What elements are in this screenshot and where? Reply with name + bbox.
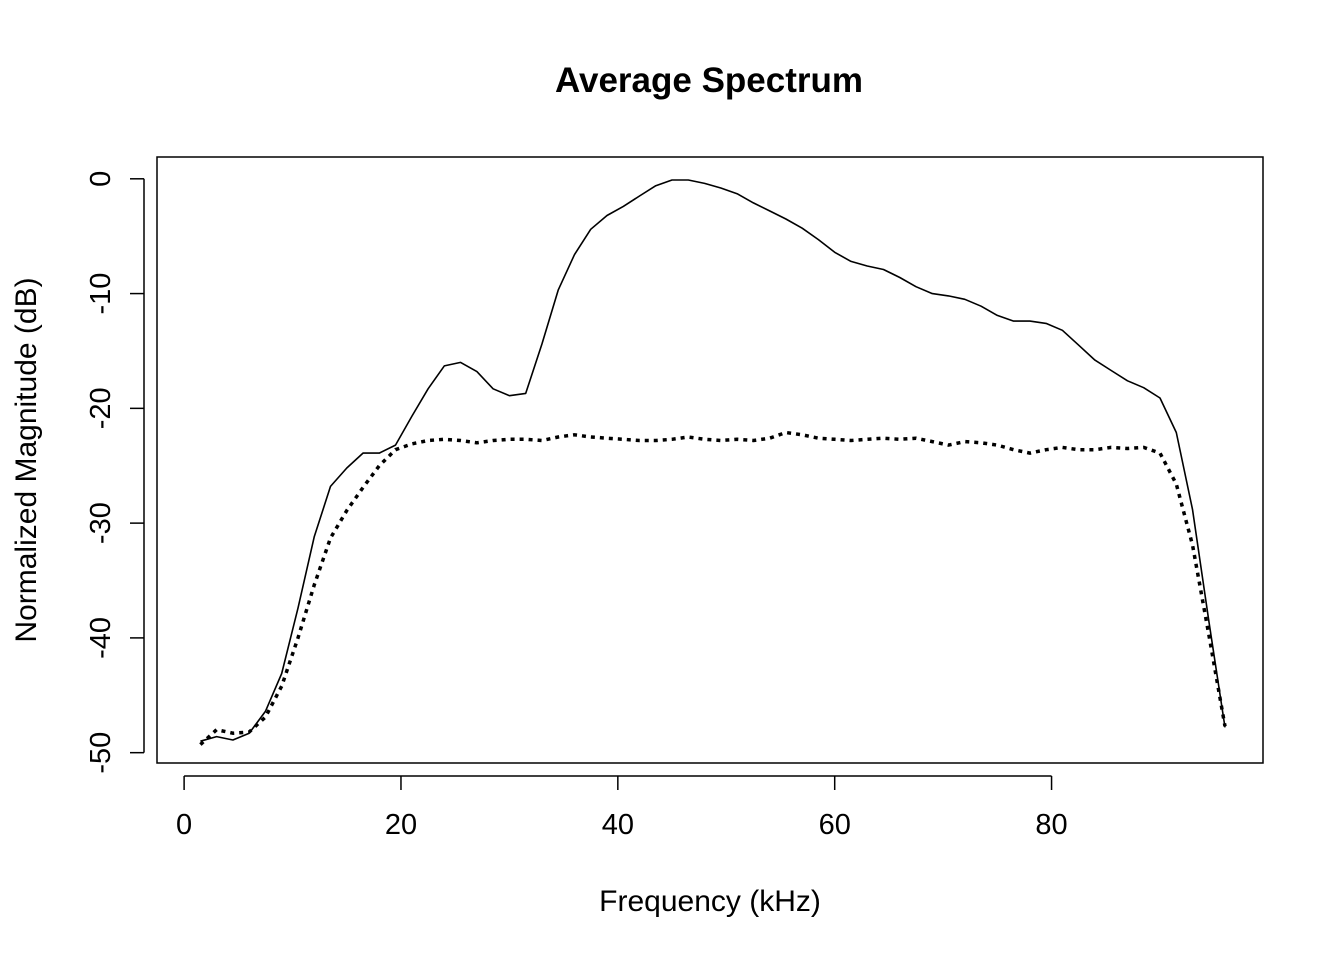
y-tick-label: -20	[85, 387, 117, 429]
x-axis-label: Frequency (kHz)	[599, 885, 821, 918]
y-tick-label: -30	[85, 502, 117, 544]
chart-title: Average Spectrum	[555, 61, 863, 100]
y-axis-label: Normalized Magnitude (dB)	[10, 277, 43, 642]
plot-frame	[156, 156, 1264, 764]
x-tick-label: 80	[1035, 809, 1067, 841]
series-layer	[199, 179, 1227, 746]
x-axis: 0 20 40 60 80	[176, 775, 1068, 841]
series-dotted-line	[199, 430, 1227, 746]
y-tick-label: 0	[85, 171, 117, 187]
series-solid-line	[200, 179, 1226, 742]
y-tick-label: -50	[85, 732, 117, 774]
x-tick-label: 0	[176, 809, 192, 841]
x-tick-label: 20	[385, 809, 417, 841]
y-tick-label: -40	[85, 617, 117, 659]
x-tick-label: 60	[819, 809, 851, 841]
y-axis: 0 -10 -20 -30 -40 -50	[85, 171, 145, 774]
x-tick-label: 40	[602, 809, 634, 841]
y-tick-label: -10	[85, 273, 117, 315]
